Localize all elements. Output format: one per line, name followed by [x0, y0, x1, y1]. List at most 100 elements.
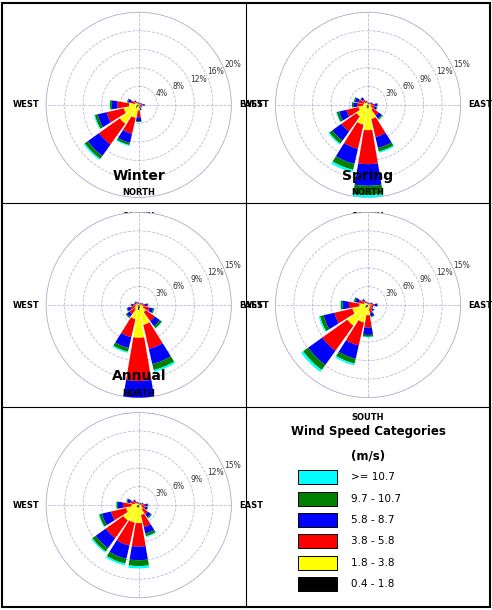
Bar: [118, 101, 129, 109]
Bar: [303, 348, 325, 370]
Bar: [97, 112, 111, 127]
Bar: [139, 304, 142, 306]
Bar: [352, 102, 353, 107]
Bar: [378, 142, 394, 151]
Text: 0.4 - 1.8: 0.4 - 1.8: [351, 579, 394, 589]
Bar: [146, 532, 156, 537]
Bar: [142, 304, 145, 306]
Bar: [329, 131, 342, 143]
Bar: [102, 512, 115, 525]
Bar: [137, 304, 139, 305]
Bar: [366, 101, 368, 102]
Bar: [136, 105, 139, 106]
Bar: [143, 306, 150, 311]
Bar: [359, 304, 367, 306]
Text: 9.7 - 10.7: 9.7 - 10.7: [351, 493, 400, 504]
Bar: [374, 103, 377, 106]
Bar: [354, 297, 357, 302]
Bar: [298, 492, 338, 506]
Bar: [298, 470, 338, 484]
Bar: [363, 104, 368, 106]
Bar: [107, 552, 126, 564]
Bar: [301, 351, 322, 372]
Bar: [106, 516, 128, 538]
Bar: [95, 529, 115, 548]
Bar: [113, 342, 129, 351]
Bar: [146, 507, 148, 510]
Bar: [139, 305, 144, 307]
Bar: [144, 310, 155, 321]
Bar: [359, 307, 368, 323]
Bar: [119, 420, 159, 426]
Bar: [147, 508, 148, 510]
Bar: [365, 305, 368, 308]
Bar: [127, 307, 131, 311]
Bar: [363, 334, 373, 337]
Bar: [139, 305, 140, 308]
Bar: [135, 306, 138, 309]
Bar: [378, 115, 383, 120]
Bar: [140, 108, 142, 110]
Bar: [128, 565, 149, 569]
Bar: [368, 303, 369, 304]
Bar: [126, 506, 137, 512]
Bar: [132, 523, 146, 547]
Bar: [130, 101, 136, 104]
Bar: [138, 303, 139, 304]
Bar: [137, 302, 138, 303]
Bar: [337, 112, 343, 122]
Bar: [142, 303, 143, 304]
Bar: [369, 304, 371, 306]
Bar: [344, 122, 364, 149]
Bar: [135, 503, 138, 505]
Bar: [372, 303, 373, 304]
Bar: [137, 303, 138, 304]
Bar: [371, 308, 374, 311]
Bar: [148, 514, 152, 518]
Bar: [298, 556, 338, 570]
Bar: [137, 501, 138, 503]
Bar: [367, 105, 368, 106]
Bar: [117, 520, 135, 545]
Title: Winter: Winter: [112, 169, 165, 183]
Bar: [99, 514, 107, 526]
Bar: [371, 306, 373, 308]
Text: >= 10.7: >= 10.7: [351, 472, 395, 483]
Bar: [355, 298, 360, 303]
Bar: [138, 504, 139, 505]
Bar: [142, 106, 143, 107]
Bar: [126, 307, 129, 312]
Bar: [361, 98, 364, 101]
Bar: [358, 130, 378, 164]
Bar: [139, 104, 141, 105]
Bar: [138, 105, 139, 107]
Bar: [364, 102, 368, 105]
Bar: [367, 303, 368, 304]
Bar: [98, 514, 104, 527]
Bar: [130, 306, 136, 309]
Bar: [99, 118, 125, 145]
Bar: [353, 97, 356, 102]
Bar: [368, 305, 370, 306]
Bar: [145, 304, 148, 306]
Bar: [126, 337, 152, 381]
Bar: [375, 133, 392, 148]
Bar: [336, 352, 356, 364]
Bar: [142, 303, 143, 304]
Text: 3.8 - 5.8: 3.8 - 5.8: [351, 536, 394, 547]
Bar: [136, 304, 138, 306]
Bar: [139, 504, 140, 505]
Bar: [112, 101, 118, 109]
Bar: [137, 102, 138, 104]
Bar: [333, 156, 355, 170]
Bar: [115, 333, 131, 348]
Bar: [362, 300, 365, 302]
Bar: [110, 540, 129, 559]
Bar: [354, 97, 357, 102]
Bar: [371, 315, 375, 318]
Bar: [134, 100, 136, 102]
Bar: [127, 98, 129, 102]
Bar: [367, 105, 368, 108]
Bar: [355, 163, 381, 186]
Bar: [94, 115, 101, 129]
